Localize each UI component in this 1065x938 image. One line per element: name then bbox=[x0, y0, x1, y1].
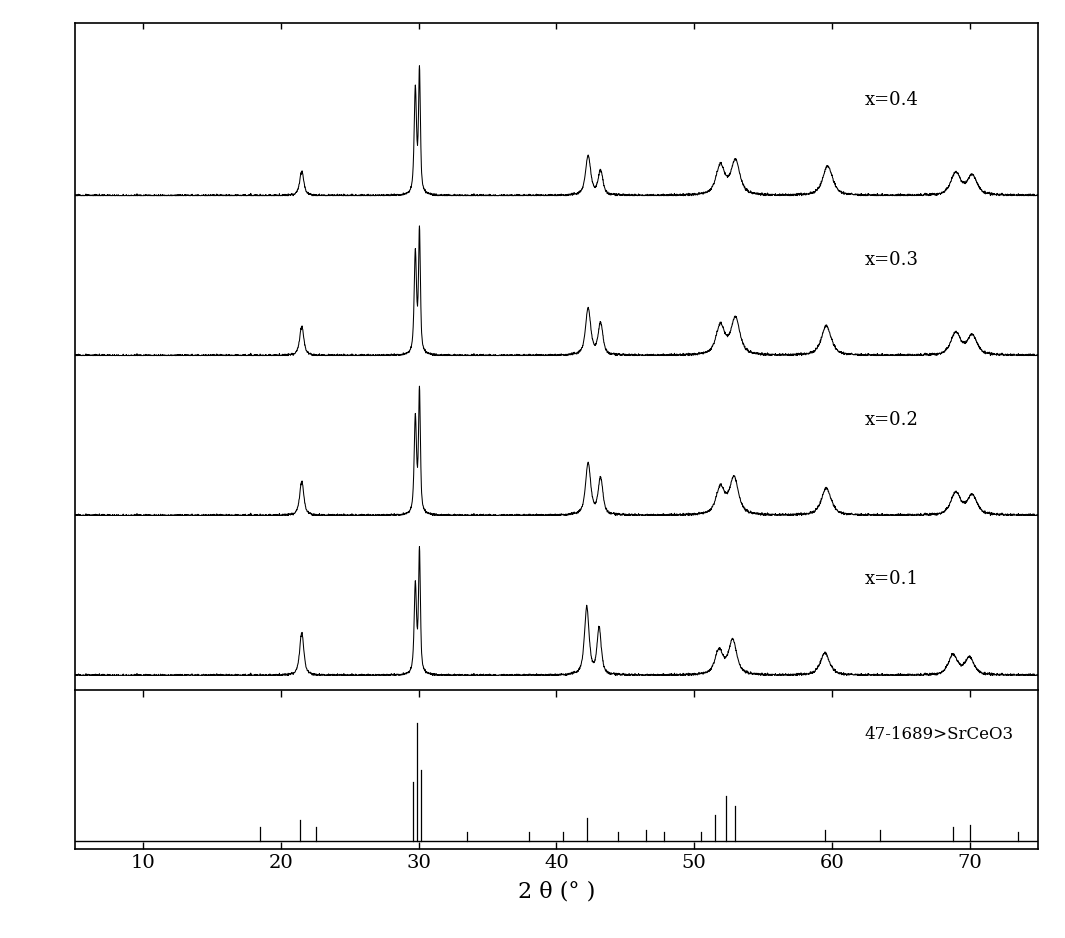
Text: x=0.1: x=0.1 bbox=[865, 570, 919, 588]
Text: x=0.4: x=0.4 bbox=[865, 91, 919, 109]
X-axis label: 2 θ (° ): 2 θ (° ) bbox=[518, 880, 595, 902]
Text: x=0.3: x=0.3 bbox=[865, 250, 919, 268]
Text: x=0.2: x=0.2 bbox=[865, 411, 919, 429]
Text: 47-1689>SrCeO3: 47-1689>SrCeO3 bbox=[865, 726, 1014, 743]
